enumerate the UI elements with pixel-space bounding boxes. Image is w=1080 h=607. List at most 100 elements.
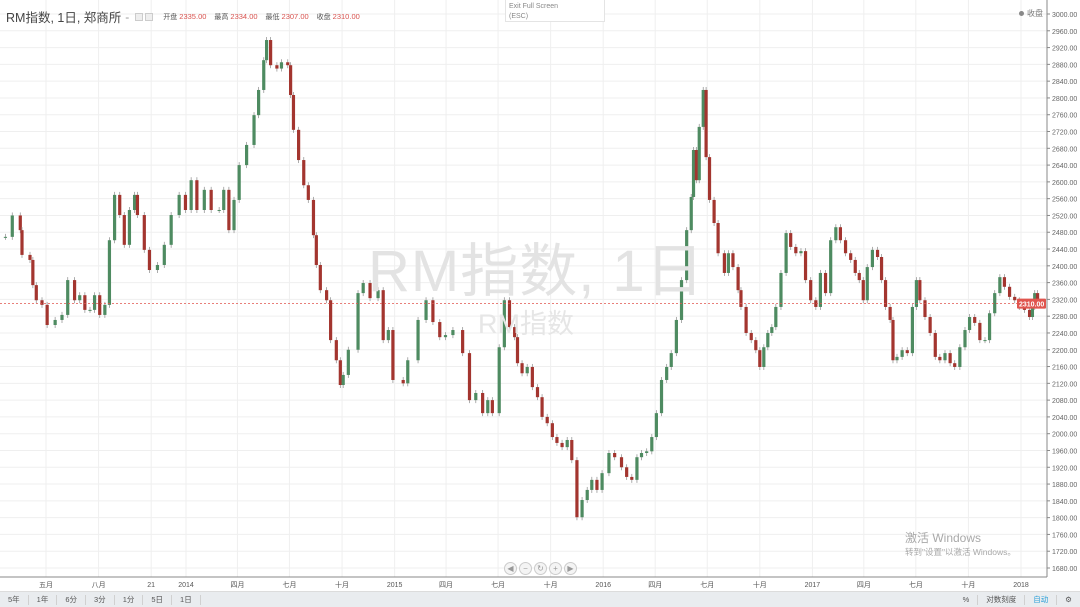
y-tick-label: 2760.00 — [1052, 113, 1077, 120]
candle-body — [135, 194, 140, 216]
range-5d[interactable]: 5日 — [143, 594, 173, 605]
candle-body — [818, 272, 822, 307]
range-3m[interactable]: 3分 — [86, 594, 115, 605]
candle-body — [749, 332, 753, 341]
candle-body — [766, 332, 770, 348]
candle-body — [834, 227, 838, 241]
candle — [650, 434, 654, 455]
candle-body — [794, 246, 798, 254]
range-1d[interactable]: 1日 — [172, 594, 201, 605]
percent-scale-button[interactable]: % — [955, 594, 979, 605]
y-tick-label: 2480.00 — [1052, 230, 1077, 237]
candle-body — [431, 300, 435, 323]
candle — [314, 232, 318, 268]
candle — [923, 297, 927, 321]
candle — [177, 191, 181, 219]
x-tick-label: 四月 — [230, 581, 244, 589]
range-1y[interactable]: 1年 — [29, 594, 58, 605]
gear-icon[interactable]: ⚙ — [1065, 594, 1072, 604]
candle-body — [306, 185, 310, 200]
candle — [712, 196, 716, 227]
candle — [325, 287, 329, 304]
candle — [1013, 293, 1017, 304]
candle-body — [762, 347, 766, 367]
zoom-out-icon[interactable]: − — [519, 562, 532, 575]
reset-icon[interactable]: ↻ — [534, 562, 547, 575]
candle-body — [948, 353, 952, 364]
x-tick-label: 十月 — [544, 580, 558, 589]
candle — [565, 436, 569, 451]
candle — [1002, 274, 1007, 290]
candle-body — [879, 257, 884, 281]
auto-scale-button[interactable]: 自动 — [1025, 594, 1058, 605]
candle-body — [302, 160, 306, 186]
candle-body — [555, 437, 559, 443]
candle-body — [857, 272, 861, 281]
candle-body — [900, 350, 904, 357]
candle — [311, 196, 316, 239]
candle — [361, 280, 365, 297]
candle-body — [183, 194, 188, 210]
range-5y[interactable]: 5年 — [0, 594, 29, 605]
settings-square-icon[interactable] — [135, 12, 144, 21]
candle — [905, 347, 909, 357]
y-tick-label: 2000.00 — [1052, 432, 1077, 439]
candle-body — [1013, 296, 1017, 301]
candle-body — [31, 259, 35, 286]
arrow-left-icon[interactable]: ◀ — [504, 562, 517, 575]
symbol-title[interactable]: RM指数, 1日, 郑商所 — [6, 11, 122, 25]
windows-activation-watermark: 激活 Windows 转到"设置"以激活 Windows。 — [905, 531, 1016, 557]
candle-body — [311, 199, 316, 236]
candle-body — [685, 230, 689, 281]
candle — [770, 324, 774, 336]
dot-icon — [1019, 11, 1024, 17]
y-tick-label: 2840.00 — [1052, 79, 1077, 86]
candle — [799, 248, 803, 257]
candle — [252, 112, 256, 148]
candle — [461, 327, 465, 357]
candle-body — [10, 215, 14, 237]
close-series-text: 收盘 — [1027, 9, 1043, 18]
candle-body — [870, 249, 875, 268]
candle-body — [122, 215, 126, 245]
candle — [341, 371, 345, 389]
close-square-icon[interactable] — [145, 12, 154, 21]
candle — [779, 269, 783, 310]
close-series-label: 收盘 — [1019, 9, 1043, 19]
zoom-in-icon[interactable]: + — [549, 562, 562, 575]
collapse-toggle[interactable]: - — [125, 9, 130, 24]
candle — [722, 250, 726, 276]
candle-body — [461, 330, 465, 354]
candle — [265, 37, 269, 64]
candle-body — [630, 476, 634, 480]
log-scale-button[interactable]: 对数刻度 — [978, 594, 1026, 605]
range-1m[interactable]: 1分 — [115, 594, 144, 605]
candle — [865, 264, 869, 304]
candle — [237, 162, 241, 203]
candle — [132, 191, 137, 213]
range-6m[interactable]: 6分 — [57, 594, 87, 605]
y-tick-label: 1840.00 — [1052, 499, 1077, 506]
candle — [607, 450, 611, 477]
candle-body — [875, 249, 880, 258]
arrow-right-icon[interactable]: ▶ — [564, 562, 577, 575]
candle-body — [679, 280, 684, 320]
candle-body — [590, 479, 594, 490]
candle — [749, 329, 753, 344]
candle-body — [716, 223, 720, 254]
activation-subtitle: 转到"设置"以激活 Windows。 — [905, 547, 1016, 557]
candle — [943, 350, 947, 364]
exit-fullscreen-tooltip[interactable]: Exit Full Screen (ESC) — [505, 0, 605, 22]
candle-body — [560, 442, 564, 448]
bottom-toolbar: 5年 1年 6分 3分 1分 5日 1日 % 对数刻度 自动 ⚙ — [0, 591, 1080, 607]
candle-body — [545, 416, 549, 424]
candle-body — [232, 199, 236, 231]
candle — [118, 191, 122, 219]
x-tick-label: 21 — [147, 582, 155, 589]
candle — [401, 376, 405, 387]
candle — [704, 86, 708, 161]
x-tick-label: 七月 — [491, 580, 505, 589]
open-value: 2335.00 — [179, 12, 207, 21]
y-tick-label: 1720.00 — [1052, 549, 1077, 556]
